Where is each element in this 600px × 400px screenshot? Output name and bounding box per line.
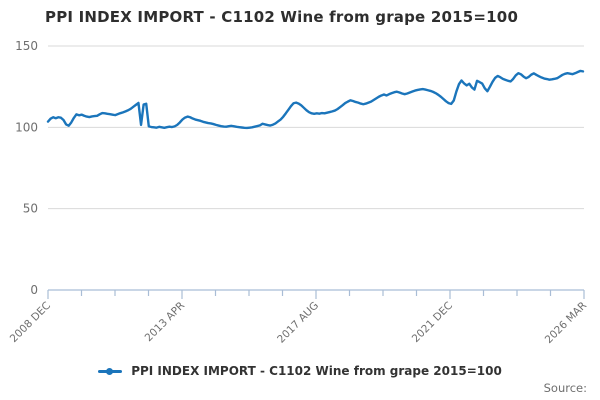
x-tick-label: 2021 DEC — [410, 300, 455, 345]
x-tick-label: 2008 DEC — [8, 300, 53, 345]
source-label: Source: — [543, 381, 587, 395]
y-tick-label: 100 — [15, 120, 38, 134]
chart-title: PPI INDEX IMPORT - C1102 Wine from grape… — [45, 8, 519, 26]
legend-label: PPI INDEX IMPORT - C1102 Wine from grape… — [131, 364, 502, 378]
series-line[interactable] — [46, 69, 585, 130]
legend-line-dot-marker — [98, 367, 123, 376]
y-tick-label: 150 — [15, 39, 38, 53]
x-tick-label: 2017 AUG — [275, 300, 321, 346]
y-tick-label: 0 — [30, 283, 38, 297]
x-tick-label: 2013 APR — [143, 300, 187, 344]
legend: PPI INDEX IMPORT - C1102 Wine from grape… — [0, 362, 600, 380]
legend-dot-icon — [106, 367, 114, 375]
y-tick-label: 50 — [23, 202, 38, 216]
x-tick-label: 2026 MAR — [543, 300, 589, 346]
